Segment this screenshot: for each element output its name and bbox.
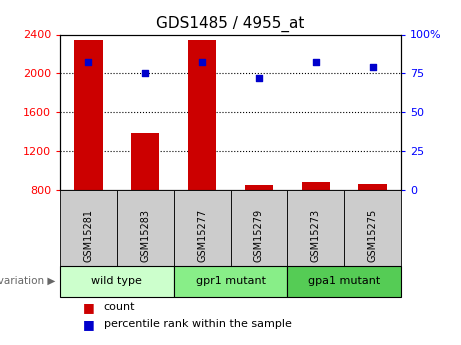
Text: genotype/variation ▶: genotype/variation ▶: [0, 276, 55, 286]
Text: GSM15283: GSM15283: [140, 209, 150, 262]
Bar: [74, 40, 102, 190]
Bar: [131, 134, 160, 190]
Text: ■: ■: [83, 300, 95, 314]
Text: GSM15279: GSM15279: [254, 209, 264, 262]
Text: ■: ■: [83, 318, 95, 331]
Point: [255, 75, 263, 81]
Text: count: count: [104, 302, 135, 312]
Text: GSM15277: GSM15277: [197, 209, 207, 262]
Text: GSM15281: GSM15281: [83, 209, 94, 262]
Text: wild type: wild type: [91, 276, 142, 286]
Text: GSM15273: GSM15273: [311, 209, 321, 262]
Bar: [245, 185, 273, 190]
Point: [369, 64, 376, 70]
Bar: [301, 181, 330, 190]
Point: [198, 60, 206, 65]
Bar: [358, 184, 387, 190]
Title: GDS1485 / 4955_at: GDS1485 / 4955_at: [156, 16, 305, 32]
Text: GSM15275: GSM15275: [367, 209, 378, 262]
Point: [142, 71, 149, 76]
Text: gpr1 mutant: gpr1 mutant: [195, 276, 266, 286]
Point: [85, 60, 92, 65]
Text: percentile rank within the sample: percentile rank within the sample: [104, 319, 292, 329]
Text: gpa1 mutant: gpa1 mutant: [308, 276, 380, 286]
Point: [312, 60, 319, 65]
Bar: [188, 40, 216, 190]
